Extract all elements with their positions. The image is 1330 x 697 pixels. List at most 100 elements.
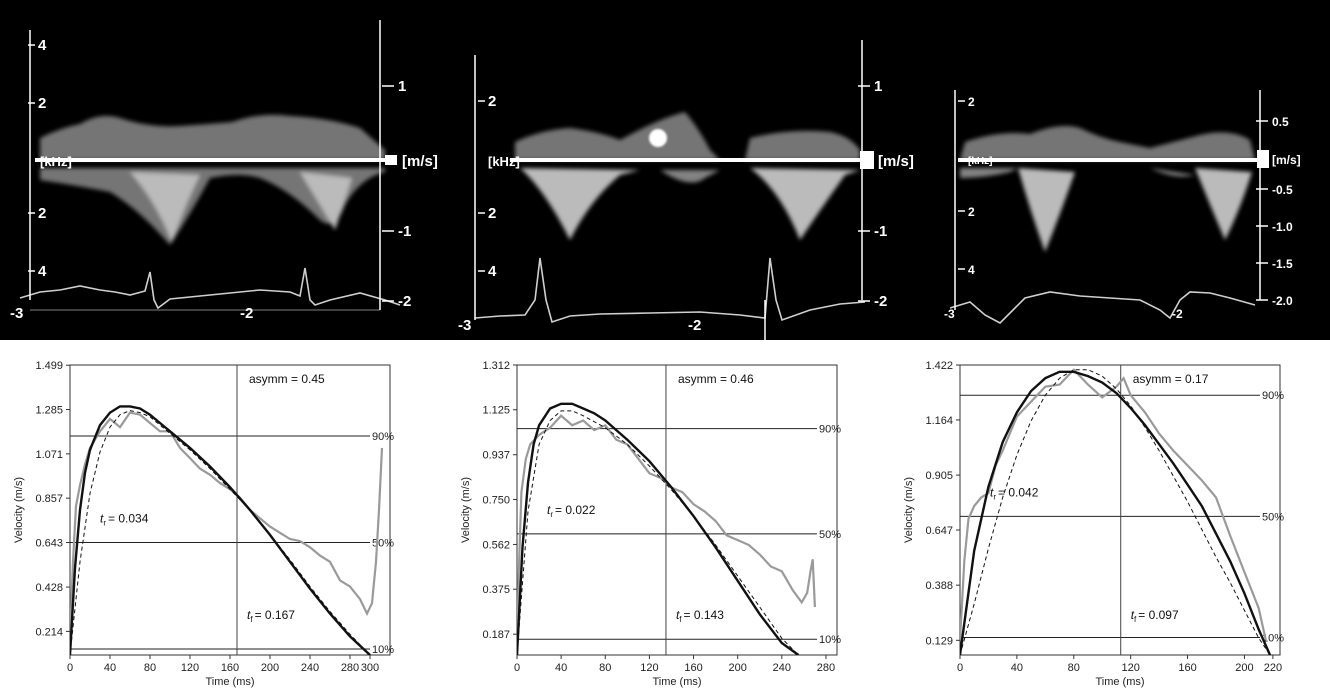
x-tick-label: 80 xyxy=(144,662,156,674)
x-tick-label: 0 xyxy=(957,662,963,674)
spectral-envelope xyxy=(515,112,860,240)
x-tick-label: 200 xyxy=(1235,662,1253,674)
doppler-labels-1: 4 2 2 4 1 -1 -2 -3 -2 [kHz] [m/s] xyxy=(10,37,438,322)
time-tick-label: -3 xyxy=(458,317,471,334)
velocity-tick-label: -2 xyxy=(874,293,887,310)
velocity-tick-label: -1.5 xyxy=(1272,257,1293,271)
x-tick-label: 280 xyxy=(817,662,835,674)
y-tick-label: 1.285 xyxy=(35,405,63,417)
asymm-label: asymm = 0.45 xyxy=(249,372,325,386)
freq-tick-label: 2 xyxy=(968,95,975,109)
tf-label: tf = 0.167 xyxy=(247,608,295,624)
velocity-tick-label: -2.0 xyxy=(1272,294,1293,308)
y-axis-label: Velocity (m/s) xyxy=(903,477,915,543)
tr-label: tr = 0.034 xyxy=(100,512,149,528)
y-tick-label: 0.388 xyxy=(925,580,953,592)
level-label: 50% xyxy=(1262,511,1284,523)
x-tick-label: 0 xyxy=(514,662,520,674)
asymm-label: asymm = 0.17 xyxy=(1133,372,1209,386)
asymm-label: asymm = 0.46 xyxy=(678,372,754,386)
x-axis-label: Time (ms) xyxy=(1095,676,1144,688)
y-tick-label: 0.857 xyxy=(35,493,63,505)
x-tick-label: 160 xyxy=(1178,662,1196,674)
y-tick-label: 0.187 xyxy=(482,629,510,641)
velocity-plots: 0 40 80 120 160 200 240 280 300 0.214 0.428 0.643 0.… xyxy=(0,345,1330,697)
velocity-unit-label: [m/s] xyxy=(878,153,914,170)
x-tick-label: 160 xyxy=(684,662,702,674)
freq-tick-label: 4 xyxy=(38,263,47,280)
series-line-measured xyxy=(960,368,1267,641)
freq-tick-label: 2 xyxy=(488,205,496,222)
level-label: 50% xyxy=(372,538,394,550)
x-tick-label: 40 xyxy=(1011,662,1023,674)
x-tick-label: 160 xyxy=(221,662,239,674)
level-label: 10% xyxy=(1262,633,1284,645)
y-tick-label: 0.375 xyxy=(482,584,510,596)
y-tick-label: 0.214 xyxy=(35,626,63,638)
velocity-unit-label: [m/s] xyxy=(402,153,438,170)
doppler-panel-1 xyxy=(19,20,401,311)
time-tick-label: -3 xyxy=(10,305,23,322)
doppler-panel-2 xyxy=(474,40,874,340)
velocity-plot-svg: 0 40 80 120 160 200 220 0.129 0.388 0.647 0.905 1.1… xyxy=(903,360,1284,688)
x-tick-label: 200 xyxy=(261,662,279,674)
level-label: 10% xyxy=(372,644,394,656)
freq-tick-label: 2 xyxy=(38,205,46,222)
level-label: 90% xyxy=(372,431,394,443)
velocity-plot-svg: 0 40 80 120 160 200 240 280 0.187 0.375 0.562 0.750… xyxy=(460,360,841,688)
series-line-fit xyxy=(517,402,800,655)
velocity-unit-label: [m/s] xyxy=(1272,153,1301,167)
x-tick-label: 280 xyxy=(341,662,359,674)
velocity-plot-svg: 0 40 80 120 160 200 240 280 300 0.214 0.428 0.643 0.… xyxy=(13,360,394,688)
level-label: 90% xyxy=(819,424,841,436)
x-tick-label: 40 xyxy=(555,662,567,674)
x-tick-label: 120 xyxy=(1121,662,1139,674)
tf-label: tf = 0.143 xyxy=(676,608,724,624)
time-tick-label: -3 xyxy=(944,307,955,321)
freq-tick-label: 4 xyxy=(488,263,497,280)
tr-label: tr = 0.022 xyxy=(547,503,596,519)
y-tick-label: 1.422 xyxy=(925,360,953,372)
freq-tick-label: 4 xyxy=(38,37,47,54)
y-axis-label: Velocity (m/s) xyxy=(13,477,25,543)
x-tick-label: 40 xyxy=(104,662,116,674)
series-line-model xyxy=(70,410,371,655)
freq-tick-label: 2 xyxy=(38,95,46,112)
plot-frame xyxy=(516,364,838,656)
x-tick-label: 120 xyxy=(640,662,658,674)
freq-tick-label: 2 xyxy=(968,205,975,219)
doppler-spectrogram-strip: 4 2 2 4 1 -1 -2 -3 -2 [kHz] [m/s] 2 2 4 1 -1 -2 -3 -2 [kHz]… xyxy=(0,0,1330,340)
x-tick-label: 0 xyxy=(67,662,73,674)
y-tick-label: 0.643 xyxy=(35,538,63,550)
time-tick-label: -2 xyxy=(688,317,701,334)
y-axis-label: Velocity (m/s) xyxy=(460,477,472,543)
doppler-spectrograms: 4 2 2 4 1 -1 -2 -3 -2 [kHz] [m/s] 2 2 4 1 -1 -2 -3 -2 [kHz]… xyxy=(10,20,1301,340)
velocity-tick-label: -2 xyxy=(398,293,411,310)
x-axis-label: Time (ms) xyxy=(652,676,701,688)
series-line-measured xyxy=(70,411,384,639)
series-line-fit xyxy=(70,405,371,655)
velocity-plot-2: 0 40 80 120 160 200 240 280 0.187 0.375 0.562 0.750… xyxy=(447,345,877,697)
time-tick-label: -2 xyxy=(240,305,253,322)
y-tick-label: 1.164 xyxy=(925,415,953,427)
y-tick-label: 1.499 xyxy=(35,360,63,372)
velocity-tick-label: -0.5 xyxy=(1272,183,1293,197)
series-line-fit xyxy=(960,370,1272,655)
x-tick-label: 300 xyxy=(361,662,379,674)
y-tick-label: 1.071 xyxy=(35,449,63,461)
plot-frame xyxy=(959,364,1281,656)
y-tick-label: 1.125 xyxy=(482,405,510,417)
x-axis-label: Time (ms) xyxy=(205,676,254,688)
freq-unit-label: [kHz] xyxy=(968,156,992,167)
y-tick-label: 0.129 xyxy=(925,635,953,647)
y-tick-label: 0.647 xyxy=(925,525,953,537)
velocity-plot-3: 0 40 80 120 160 200 220 0.129 0.388 0.647 0.905 1.1… xyxy=(890,345,1320,697)
freq-tick-label: 2 xyxy=(488,93,496,110)
series-line-model xyxy=(960,369,1271,655)
x-tick-label: 80 xyxy=(1068,662,1080,674)
tr-label: tr = 0.042 xyxy=(990,485,1039,501)
y-tick-label: 0.750 xyxy=(482,494,510,506)
x-tick-label: 240 xyxy=(773,662,791,674)
y-tick-label: 0.905 xyxy=(925,470,953,482)
doppler-labels-3: 2 2 4 0.5 -0.5 -1.0 -1.5 -2.0 -3 -2 [kHz] [m/s] xyxy=(944,95,1301,321)
